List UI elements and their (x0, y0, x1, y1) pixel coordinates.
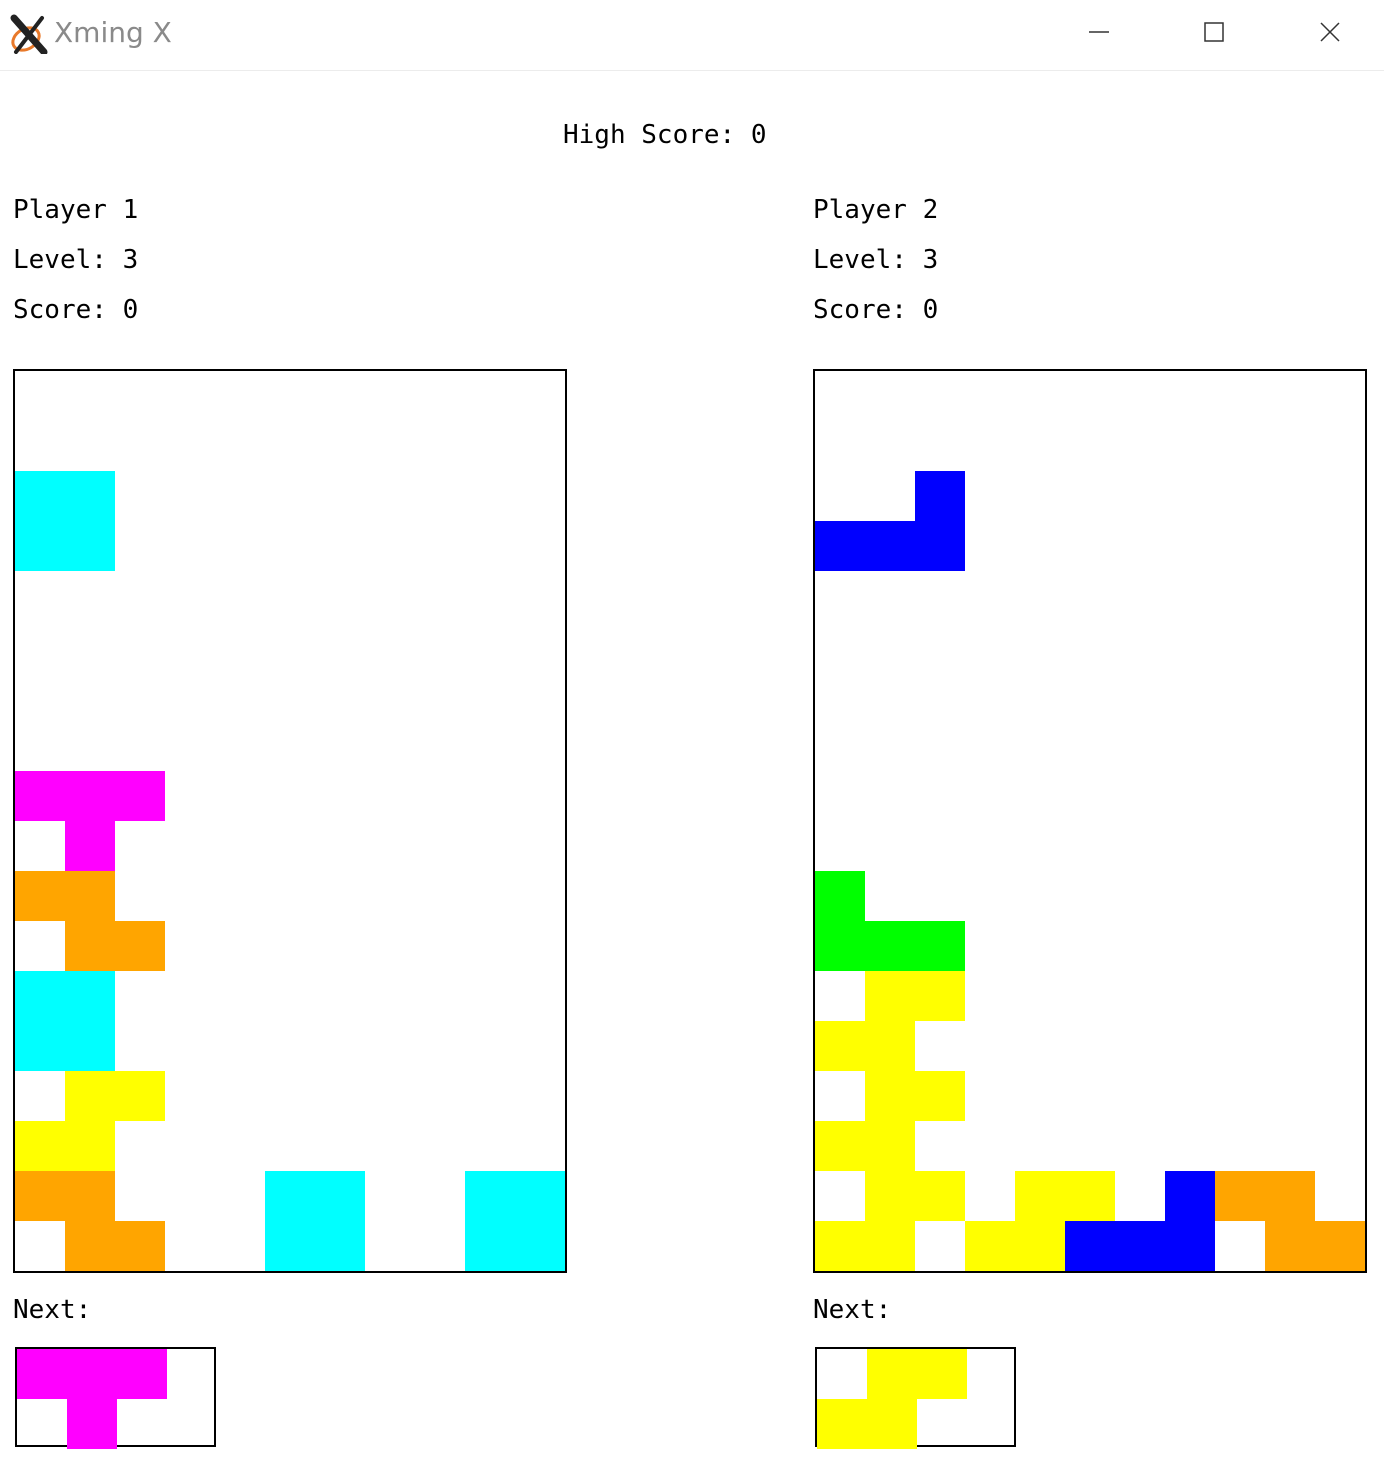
player2-board-block (1115, 1221, 1165, 1271)
player1-next-preview (15, 1347, 216, 1449)
player1-board-block (115, 1221, 165, 1271)
player2-board-block (865, 921, 915, 971)
player2-board-block (865, 1171, 915, 1221)
player2-board-block (1265, 1221, 1315, 1271)
player2-level: Level: 3 (813, 245, 939, 275)
player1-board-block (315, 1171, 365, 1221)
player1-board-block (515, 1171, 565, 1221)
player1-board-block (65, 1071, 115, 1121)
player1-board-block (65, 821, 115, 871)
player2-board (813, 369, 1367, 1273)
player2-board-block (1065, 1171, 1115, 1221)
player2-next-preview (815, 1347, 1016, 1449)
player1-board-block (15, 971, 65, 1021)
player1-board-block (65, 771, 115, 821)
player1-board-block (65, 471, 115, 521)
minimize-icon (1089, 31, 1109, 33)
player1-next-block (117, 1349, 167, 1399)
player1-board-block (65, 1221, 115, 1271)
player1-board-block (115, 1071, 165, 1121)
player2-board-block (865, 1221, 915, 1271)
player1-board (13, 369, 567, 1273)
player1-next-block (67, 1399, 117, 1449)
player1-board-block (465, 1221, 515, 1271)
player2-board-block (915, 971, 965, 1021)
player2-next-block (867, 1399, 917, 1449)
player2-board-block (815, 1021, 865, 1071)
player1-board-block (15, 1171, 65, 1221)
player2-board-block (1265, 1171, 1315, 1221)
player1-board-block (315, 1221, 365, 1271)
window-titlebar: Xming X (0, 0, 1384, 71)
player1-next-block (17, 1349, 67, 1399)
xming-x-logo-icon (10, 14, 48, 54)
player1-board-block (15, 1021, 65, 1071)
player2-board-block (865, 971, 915, 1021)
player1-board-block (15, 521, 65, 571)
player2-board-block (965, 1221, 1015, 1271)
player2-board-block (865, 1071, 915, 1121)
player1-board-block (65, 1021, 115, 1071)
player1-board-block (515, 1221, 565, 1271)
player2-board-block (1215, 1171, 1265, 1221)
player2-board-block (815, 871, 865, 921)
player1-board-block (265, 1221, 315, 1271)
player2-board-block (915, 1171, 965, 1221)
player2-board-block (865, 1021, 915, 1071)
window-title: Xming X (54, 16, 172, 49)
close-icon (1320, 22, 1340, 42)
player1-board-block (465, 1171, 515, 1221)
player2-board-block (915, 1071, 965, 1121)
player1-board-block (65, 521, 115, 571)
player2-board-block (815, 521, 865, 571)
player2-board-block (915, 521, 965, 571)
maximize-button[interactable] (1198, 16, 1230, 48)
player2-next-block (867, 1349, 917, 1399)
player2-board-block (815, 921, 865, 971)
player1-next-block (67, 1349, 117, 1399)
player1-board-block (15, 771, 65, 821)
high-score: High Score: 0 (563, 120, 767, 150)
player2-board-block (865, 521, 915, 571)
player2-board-block (865, 1121, 915, 1171)
player1-level: Level: 3 (13, 245, 139, 275)
player1-board-block (65, 1171, 115, 1221)
player1-name: Player 1 (13, 195, 139, 225)
player1-board-block (115, 771, 165, 821)
player1-board-block (65, 1121, 115, 1171)
player2-score: Score: 0 (813, 295, 939, 325)
player2-board-block (915, 921, 965, 971)
player2-board-block (815, 1221, 865, 1271)
player1-board-block (65, 921, 115, 971)
maximize-icon (1204, 22, 1224, 42)
player1-next-label: Next: (13, 1295, 92, 1325)
player1-board-block (15, 871, 65, 921)
player1-board-block (115, 921, 165, 971)
player1-board-block (65, 971, 115, 1021)
player1-board-block (15, 471, 65, 521)
player1-board-block (65, 871, 115, 921)
player2-next-block (917, 1349, 967, 1399)
player2-board-block (1315, 1221, 1365, 1271)
player1-board-block (15, 1121, 65, 1171)
player2-board-block (915, 471, 965, 521)
player1-score: Score: 0 (13, 295, 139, 325)
player2-board-block (815, 1121, 865, 1171)
minimize-button[interactable] (1083, 16, 1115, 48)
player2-board-block (1015, 1221, 1065, 1271)
player2-next-label: Next: (813, 1295, 892, 1325)
player2-board-block (1165, 1171, 1215, 1221)
close-button[interactable] (1314, 16, 1346, 48)
player1-board-block (265, 1171, 315, 1221)
player2-board-block (1165, 1221, 1215, 1271)
player2-next-block (817, 1399, 867, 1449)
player2-board-block (1015, 1171, 1065, 1221)
player2-name: Player 2 (813, 195, 939, 225)
player2-board-block (1065, 1221, 1115, 1271)
